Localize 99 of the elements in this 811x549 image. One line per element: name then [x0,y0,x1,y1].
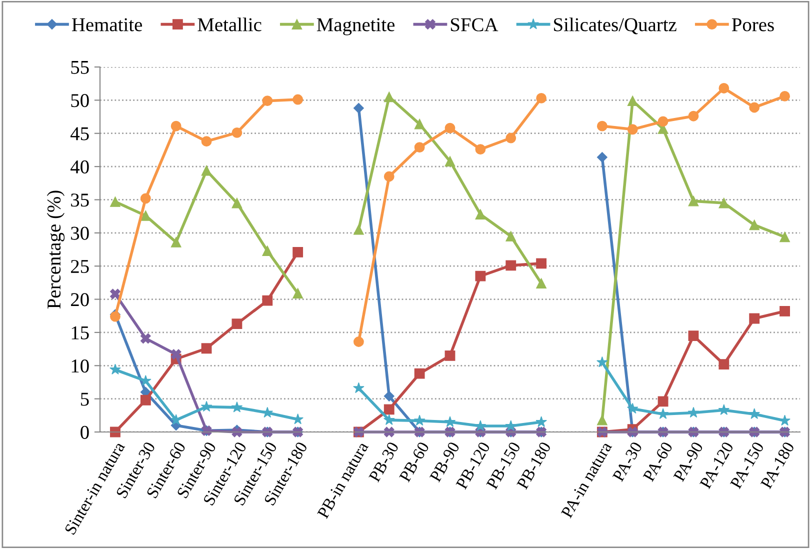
point [140,193,151,204]
point [506,132,516,144]
y-tick-label: 50 [71,94,89,108]
point [444,156,456,166]
legend-label: Silicates/Quartz [554,18,676,34]
point [748,408,760,419]
point [536,278,547,289]
legend-label: Hematite [72,18,142,32]
point [414,414,426,426]
y-tick-label: 45 [70,127,89,140]
point [384,92,394,102]
point [262,246,273,256]
point [444,122,456,134]
y-tick-label: 25 [70,260,89,274]
point [384,404,394,415]
point [110,288,120,300]
point [383,414,395,425]
point [475,209,486,220]
point [414,368,425,379]
point [718,83,730,94]
point [110,196,120,207]
point [536,258,547,269]
legend-label: SFCA [450,18,498,32]
point [596,414,608,426]
point [506,231,516,242]
y-tick-label: 5 [80,392,89,406]
point [505,420,517,431]
point [384,426,394,438]
point [688,196,699,206]
point [444,350,456,361]
y-tick-label: 30 [71,226,89,240]
point [536,416,547,427]
y-tick-label: 35 [71,194,89,207]
point [384,390,394,402]
point [780,306,790,316]
point [749,220,760,230]
point [658,116,668,127]
point [292,94,304,105]
point [688,406,700,418]
point [140,333,151,344]
point [353,102,364,114]
point [627,96,638,106]
point [749,313,760,324]
point [140,210,151,221]
point [170,236,182,248]
y-tick-label: 10 [72,359,89,373]
point [170,120,182,132]
point [201,136,212,147]
point [475,270,486,282]
legend-label: Metallic [198,18,262,32]
point [170,414,182,425]
legend-label: Pores [732,18,774,32]
point [353,382,364,394]
point [596,356,608,368]
point [353,336,364,347]
point [474,420,486,431]
point [506,260,516,271]
point [627,124,638,135]
point [232,127,242,138]
point [292,246,304,258]
point [140,394,151,406]
point [201,343,212,354]
point [232,198,242,208]
point [201,165,212,176]
point [596,120,608,132]
point [749,102,760,113]
point [384,171,394,182]
point [780,232,790,242]
y-tick-label: 20 [70,293,89,306]
point [292,288,304,299]
y-tick-label: 40 [70,160,89,174]
point [110,364,121,374]
point [414,118,425,130]
y-tick-label: 0 [80,426,89,439]
point [718,359,730,370]
point [231,402,243,412]
point [414,142,425,153]
y-axis-title: Percentage (%) [46,190,65,309]
point [780,90,790,102]
point [688,110,699,122]
point [475,144,486,154]
point [353,224,364,235]
point [688,330,699,341]
point [200,400,212,412]
point [626,402,638,414]
point [232,318,242,330]
point [658,396,668,407]
point [596,152,608,163]
point [262,96,273,106]
point [718,404,730,415]
point [170,349,182,360]
point [444,416,456,427]
point [262,406,274,418]
point [718,198,730,208]
y-tick-label: 15 [72,326,89,340]
point [262,295,273,306]
point [536,92,547,104]
y-tick-label: 55 [71,61,89,74]
legend-label: Magnetite [316,18,395,36]
